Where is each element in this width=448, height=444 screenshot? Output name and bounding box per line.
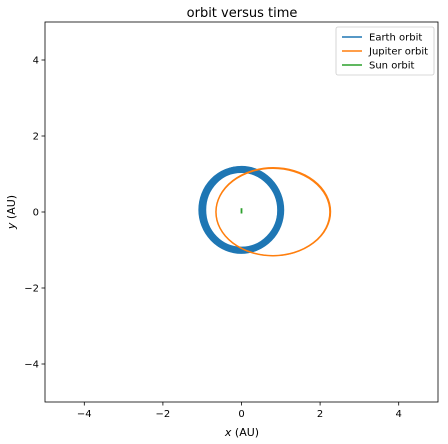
x-tick-label: −2 (156, 409, 171, 420)
y-axis: −4 −2 0 2 4 (24, 56, 45, 371)
x-tick-label: 0 (238, 409, 244, 420)
y-tick-label: 2 (33, 132, 39, 143)
x-tick-label: 4 (396, 409, 402, 420)
legend-box (335, 26, 435, 76)
legend: Earth orbit Jupiter orbit Sun orbit (335, 26, 435, 76)
x-tick-label: −4 (77, 409, 92, 420)
x-axis-label: x (AU) (224, 426, 259, 439)
jupiter-orbit-line (215, 167, 332, 257)
x-axis: −4 −2 0 2 4 (77, 402, 402, 420)
y-axis-label: y (AU) (5, 195, 18, 230)
chart-title: orbit versus time (187, 6, 298, 21)
legend-label: Earth orbit (369, 33, 422, 44)
legend-label: Sun orbit (369, 61, 415, 72)
x-axis-label-unit: (AU) (231, 426, 259, 439)
y-tick-label: −2 (24, 284, 39, 295)
y-axis-label-unit: (AU) (5, 195, 18, 223)
jupiter-orbit-series (215, 167, 332, 257)
y-tick-label: −4 (24, 360, 39, 371)
x-tick-label: 2 (317, 409, 323, 420)
x-axis-label-variable: x (224, 426, 232, 439)
earth-orbit-line (198, 166, 284, 254)
y-axis-label-variable: y (5, 222, 18, 230)
y-tick-label: 4 (33, 56, 39, 67)
y-tick-label: 0 (33, 208, 39, 219)
legend-label: Jupiter orbit (368, 47, 428, 58)
plot-area (44, 21, 439, 403)
